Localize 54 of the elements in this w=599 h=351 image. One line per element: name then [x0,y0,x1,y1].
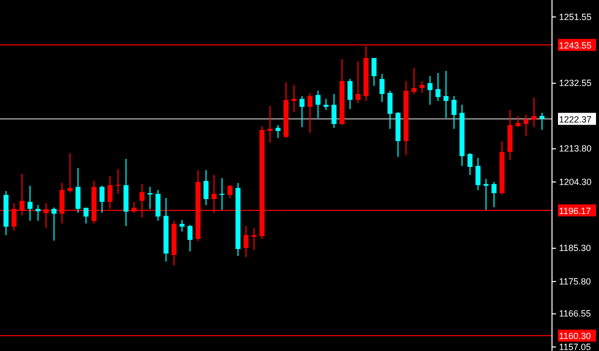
candlestick [204,170,208,206]
candlestick [532,97,536,128]
candlestick [36,204,40,222]
candlestick [380,74,384,102]
candlestick [28,185,32,222]
candlestick [252,228,256,251]
candlestick [76,167,80,214]
ref-line-label: 1160.30 [559,331,591,342]
candlestick [300,96,304,128]
candlestick [412,68,416,94]
candlestick [52,206,56,242]
candlestick [84,207,88,224]
candlestick [372,57,376,86]
candlestick [268,105,272,144]
y-tick-label: 1166.55 [559,308,591,319]
candlestick [228,184,232,199]
candlestick [444,70,448,119]
candlestick [116,168,120,194]
y-tick-label: 1185.30 [559,243,591,254]
candlestick [484,178,488,210]
candlestick [156,189,160,222]
candlestick [68,152,72,194]
candlestick [292,84,296,113]
candlestick [420,80,424,94]
candlestick [244,225,248,258]
candlestick [436,72,440,102]
candlestick [308,92,312,134]
candlestick [452,96,456,130]
candlestick [468,152,472,176]
y-tick-label: 1232.55 [559,78,592,88]
candlestick [332,93,336,128]
candlestick [188,224,192,252]
candlestick [524,114,528,136]
candlestick [356,60,360,104]
candlestick [316,90,320,119]
candlestick [516,115,520,128]
candlestick [492,181,496,208]
ref-line-label: 1243.55 [559,40,592,50]
candlestick [148,186,152,210]
ref-line-label: 1222.37 [559,114,592,124]
y-tick-label: 1204.30 [559,176,592,187]
candlestick [388,90,392,130]
y-tick-label: 1175.80 [559,276,591,286]
candlestick [220,178,224,210]
candlestick [324,98,328,111]
candlestick [348,78,352,110]
candlestick [428,76,432,106]
candlestick [476,157,480,190]
candlestick [276,124,280,138]
y-tick-label: 1213.80 [559,144,592,154]
y-tick-label: 1251.55 [559,12,592,22]
candlestick [100,185,104,214]
y-tick-label: 1157.05 [559,342,591,351]
ref-line-label: 1196.17 [559,206,591,216]
